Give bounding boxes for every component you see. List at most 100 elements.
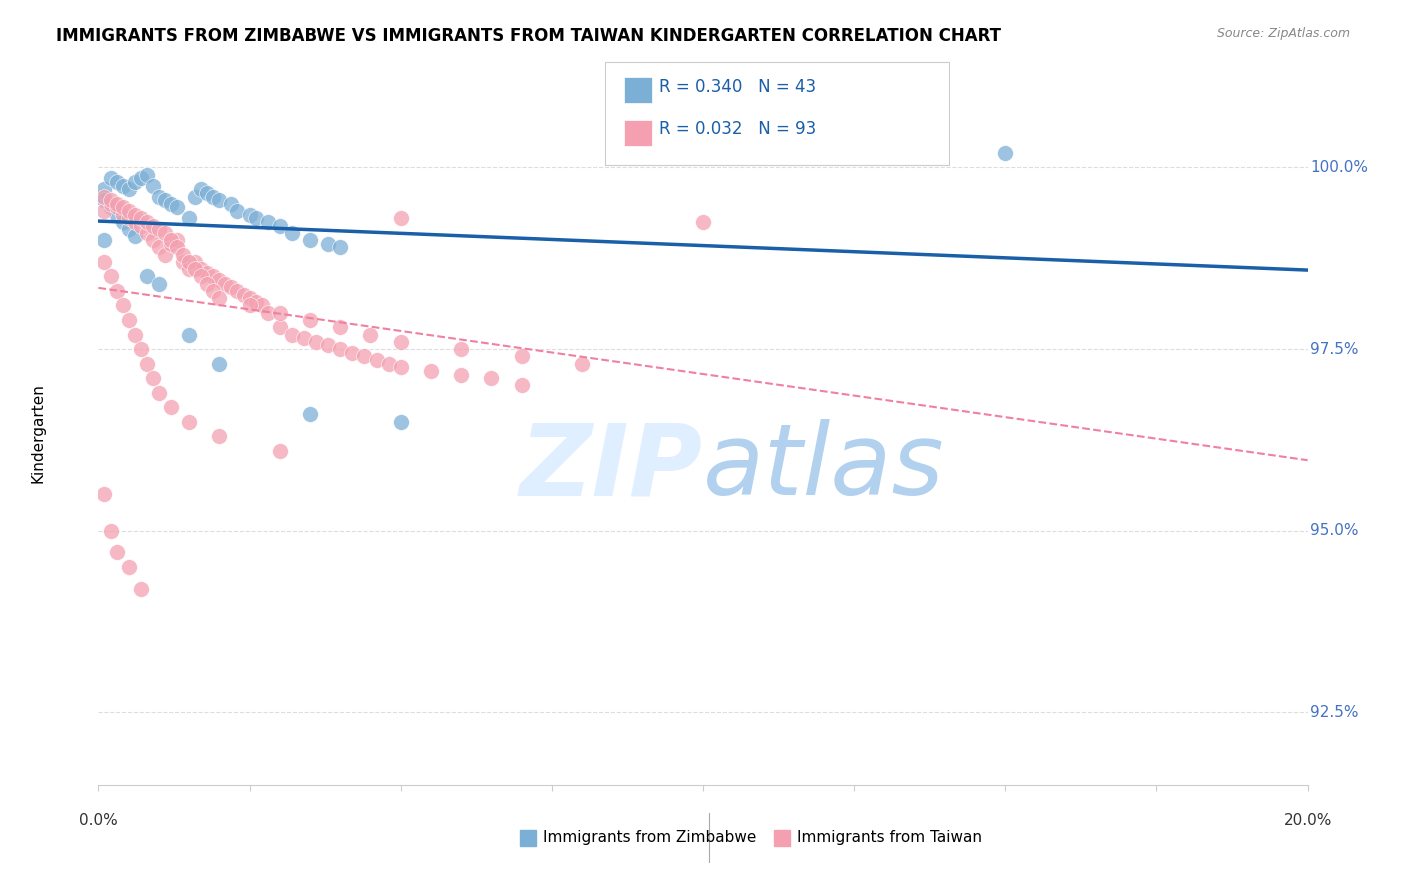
Text: Immigrants from Taiwan: Immigrants from Taiwan — [797, 830, 983, 846]
Point — [142, 178, 165, 193]
Point — [179, 415, 201, 429]
Point — [111, 215, 134, 229]
Point — [135, 226, 157, 240]
Point — [190, 269, 212, 284]
Point — [160, 196, 183, 211]
Point — [118, 182, 141, 196]
Point — [281, 327, 304, 342]
Point — [184, 189, 207, 203]
Point — [135, 168, 157, 182]
Point — [111, 201, 134, 215]
Point — [160, 400, 183, 414]
Point — [105, 196, 128, 211]
Point — [118, 560, 141, 574]
Point — [172, 247, 194, 261]
Point — [93, 204, 115, 219]
Point — [366, 353, 388, 368]
Point — [93, 182, 115, 196]
Point — [100, 201, 122, 215]
Point — [329, 240, 352, 254]
Point — [269, 320, 291, 334]
Text: R = 0.032   N = 93: R = 0.032 N = 93 — [659, 120, 817, 138]
Point — [377, 357, 399, 371]
Point — [353, 349, 375, 363]
Point — [148, 277, 170, 291]
Point — [93, 189, 115, 203]
Point — [450, 342, 472, 356]
Text: IMMIGRANTS FROM ZIMBABWE VS IMMIGRANTS FROM TAIWAN KINDERGARTEN CORRELATION CHAR: IMMIGRANTS FROM ZIMBABWE VS IMMIGRANTS F… — [56, 27, 1001, 45]
Point — [118, 313, 141, 327]
Text: 97.5%: 97.5% — [1310, 342, 1358, 357]
Point — [124, 215, 146, 229]
Point — [124, 175, 146, 189]
Point — [299, 313, 322, 327]
Point — [148, 222, 170, 236]
Point — [692, 215, 714, 229]
Point — [329, 342, 352, 356]
Point — [389, 211, 412, 226]
Point — [93, 193, 115, 207]
Point — [360, 327, 382, 342]
Point — [118, 222, 141, 236]
Point — [299, 233, 322, 247]
Text: Source: ZipAtlas.com: Source: ZipAtlas.com — [1216, 27, 1350, 40]
Point — [100, 524, 122, 538]
Point — [269, 306, 291, 320]
Point — [105, 545, 128, 559]
Point — [245, 211, 267, 226]
Point — [100, 269, 122, 284]
Point — [208, 357, 231, 371]
Point — [510, 378, 533, 392]
Point — [342, 345, 364, 359]
Point — [221, 280, 243, 294]
Point — [221, 196, 243, 211]
Point — [316, 338, 339, 352]
Point — [208, 291, 231, 305]
Point — [202, 269, 225, 284]
Point — [179, 211, 201, 226]
Point — [250, 298, 273, 312]
Point — [269, 219, 291, 233]
Point — [195, 266, 218, 280]
Text: 100.0%: 100.0% — [1310, 160, 1368, 175]
Point — [510, 349, 533, 363]
Point — [299, 408, 322, 422]
Point — [111, 178, 134, 193]
Point — [994, 145, 1017, 160]
Point — [148, 189, 170, 203]
Point — [93, 233, 115, 247]
Point — [100, 196, 122, 211]
Point — [166, 233, 188, 247]
Point — [179, 255, 201, 269]
Point — [450, 368, 472, 382]
Point — [129, 342, 152, 356]
Text: 92.5%: 92.5% — [1310, 705, 1358, 720]
Point — [142, 233, 165, 247]
Point — [190, 262, 212, 277]
Point — [135, 269, 157, 284]
Point — [208, 193, 231, 207]
Point — [179, 262, 201, 277]
Point — [256, 306, 278, 320]
Point — [153, 193, 176, 207]
Text: ZIP: ZIP — [520, 419, 703, 516]
Point — [208, 429, 231, 443]
Point — [214, 277, 236, 291]
Point — [226, 204, 249, 219]
Point — [245, 294, 267, 309]
Point — [292, 331, 315, 345]
Point — [202, 189, 225, 203]
Point — [239, 291, 262, 305]
Point — [329, 320, 352, 334]
Point — [129, 219, 152, 233]
Point — [105, 284, 128, 298]
Point — [93, 487, 115, 501]
Point — [281, 226, 304, 240]
Point — [111, 208, 134, 222]
Point — [124, 229, 146, 244]
Point — [420, 364, 443, 378]
Point — [184, 255, 207, 269]
Point — [129, 582, 152, 596]
Point — [160, 233, 183, 247]
Point — [389, 360, 412, 375]
